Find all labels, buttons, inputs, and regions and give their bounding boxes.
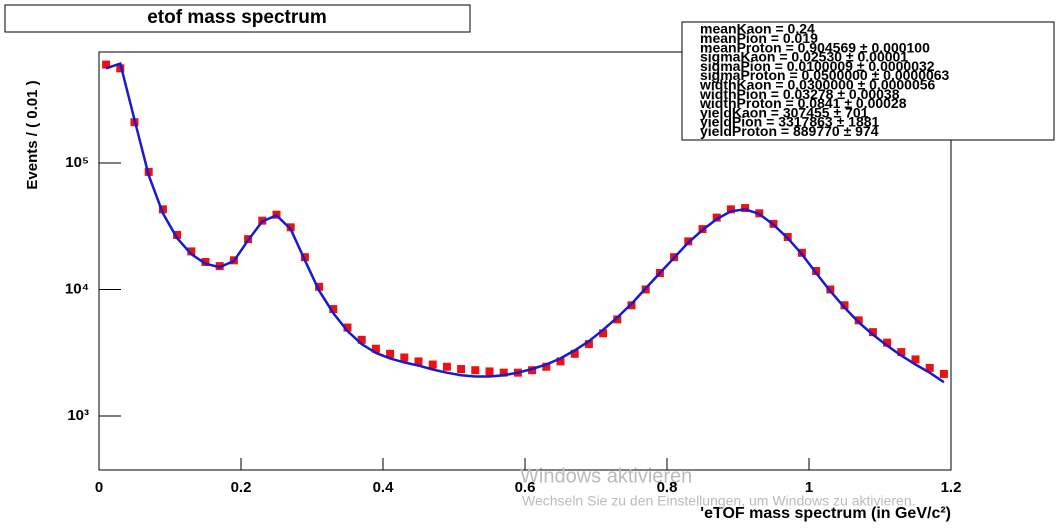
x-tick-label: 0 [95,479,103,496]
data-point [712,213,721,222]
title-box [4,4,471,33]
data-point [102,60,111,69]
data-point [286,223,295,232]
x-tick-label: 0.2 [231,479,252,496]
stats-line: yieldProton = 889770 ± 974 [700,123,879,139]
data-point [613,315,622,324]
data-point [371,344,380,353]
y-tick-label: 10⁴ [65,280,89,297]
stats-line: sigmaKaon = 0.02530 ± 0.00001 [700,49,908,65]
x-axis-label: 'eTOF mass spectrum (in GeV/c²) [700,505,951,522]
data-point [599,329,608,338]
stats-line: sigmaPion = 0.0100009 ± 0.0000032 [700,58,935,74]
data-point [428,360,437,369]
data-point [542,362,551,371]
stats-line: yieldPion = 3317863 ± 1881 [700,114,880,130]
data-point [840,301,849,310]
data-point [499,368,508,377]
x-tick-label: 1 [805,479,813,496]
data-point [173,230,182,239]
y-axis-label: Events / ( 0.01 ) [24,80,41,189]
watermark-text: Wechseln Sie zu den Einstellungen, um Wi… [522,493,916,509]
data-point [457,365,466,374]
stats-line: widthPion = 0.03278 ± 0.00038 [699,86,900,102]
data-point [854,316,863,325]
stats-line: widthKaon = 0.0300000 ± 0.0000056 [699,77,936,93]
data-point [201,257,210,266]
fit-curve [105,61,945,384]
data-point [315,282,324,291]
data-point [300,253,309,262]
data-point [939,369,948,378]
data-point [187,247,196,256]
data-point [386,349,395,358]
data-point [414,357,423,366]
stats-line: yieldKaon = 307455 ± 701 [700,104,869,120]
data-point [897,348,906,357]
stats-line: widthProton = 0.0841 ± 0.00028 [699,95,907,111]
data-point [868,328,877,337]
data-point [726,205,735,214]
data-point [883,338,892,347]
data-point [329,305,338,314]
data-point [556,357,565,366]
x-tick-label: 0.8 [657,479,678,496]
watermark-title: Windows aktivieren [520,465,692,487]
stats-line: meanKaon = 0.24 [700,21,815,37]
stats-line: sigmaProton = 0.0500000 ± 0.0000063 [700,67,950,83]
chart-title: etof mass spectrum [147,7,327,28]
data-point [400,353,409,362]
x-tick-label: 1.2 [941,479,962,496]
stats-line: meanProton = 0.904569 ± 0.000100 [700,39,930,55]
x-tick-label: 0.6 [515,479,536,496]
marks [102,60,948,384]
data-point [442,362,451,371]
stats-box [681,21,1055,141]
data-point [343,323,352,332]
data-point [584,340,593,349]
data-point [925,363,934,372]
data-point [471,366,480,375]
y-tick-label: 10⁵ [65,154,89,171]
data-point [570,349,579,358]
stats-line: meanPion = 0.019 [700,30,818,46]
x-tick-label: 0.4 [373,479,395,496]
data-point [485,367,494,376]
data-point [357,335,366,344]
y-tick-label: 10³ [67,407,89,424]
data-point [158,205,167,214]
data-point [911,355,920,364]
